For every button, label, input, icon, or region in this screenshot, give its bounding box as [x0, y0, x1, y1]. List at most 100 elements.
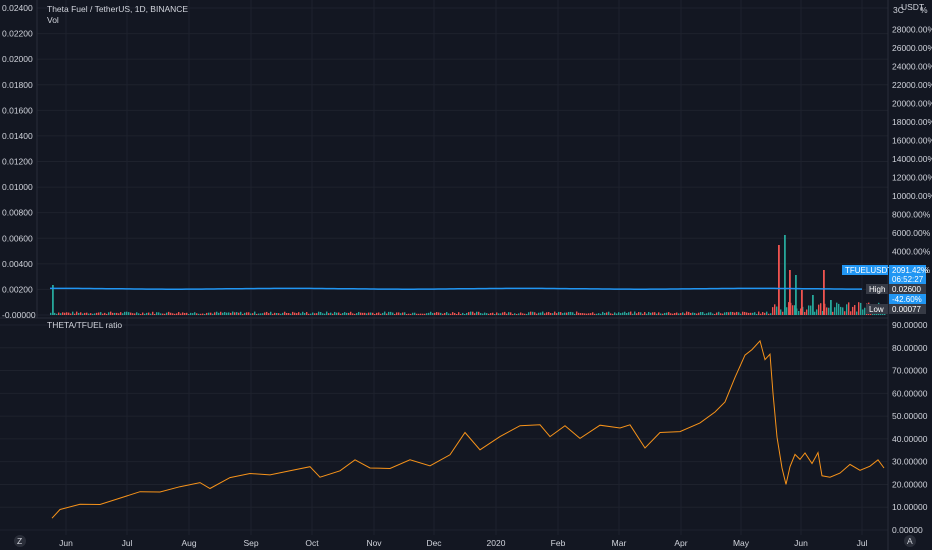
volume-bar	[658, 312, 660, 315]
x-tick-label: May	[733, 538, 750, 548]
volume-bar	[666, 312, 668, 315]
volume-bar	[670, 313, 672, 315]
volume-bar	[620, 313, 622, 315]
volume-bar	[192, 313, 194, 315]
volume-bar	[432, 313, 434, 315]
volume-bar	[310, 313, 312, 315]
volume-bar	[552, 313, 554, 315]
volume-bar	[342, 313, 344, 315]
ratio-line	[51, 339, 885, 519]
volume-bar	[320, 312, 322, 315]
low-label-bg	[866, 304, 888, 314]
volume-bar	[508, 312, 510, 315]
volume-bar	[676, 312, 678, 315]
volume-bar	[80, 312, 82, 315]
volume-bar	[142, 312, 144, 315]
volume-bar	[532, 311, 534, 315]
auto-scale-button[interactable]	[904, 535, 916, 547]
volume-bar	[152, 311, 154, 315]
x-tick-label: Jun	[794, 538, 808, 548]
volume-bar	[400, 313, 402, 315]
high-value-bg	[889, 284, 926, 294]
volume-bar	[514, 313, 516, 315]
volume-bar	[194, 312, 196, 315]
volume-bar	[408, 313, 410, 315]
volume-bar	[630, 311, 632, 315]
volume-bar	[612, 313, 614, 315]
left-tick-label: 0.02000	[2, 54, 33, 64]
ratio-tick-label: 40.00000	[892, 434, 928, 444]
volume-bar	[398, 312, 400, 315]
price-line	[50, 287, 862, 290]
volume-bar	[316, 313, 318, 315]
right-tick-label: 8000.00%	[892, 210, 931, 220]
ratio-axis-ticks: 90.00000 80.00000 70.00000 60.00000 50.00000…	[892, 320, 928, 535]
volume-bar	[864, 307, 866, 315]
volume-bar	[606, 312, 608, 315]
volume-bar	[852, 306, 854, 315]
volume-bar	[56, 313, 58, 315]
volume-bar	[780, 309, 782, 315]
x-tick-label: Apr	[674, 538, 687, 548]
x-tick-label: Aug	[181, 538, 196, 548]
volume-bar	[270, 311, 272, 315]
volume-bar	[86, 312, 88, 315]
x-tick-label: Mar	[612, 538, 627, 548]
volume-bar	[138, 313, 140, 315]
volume-bar	[84, 312, 86, 315]
volume-bar	[792, 305, 794, 315]
volume-bar	[712, 313, 714, 315]
volume-bar	[862, 309, 864, 315]
volume-bar	[246, 312, 248, 315]
left-tick-label: 0.01600	[2, 105, 33, 115]
volume-bar	[130, 312, 132, 315]
volume-bar	[414, 312, 416, 315]
volume-spike	[801, 290, 803, 315]
volume-bar	[526, 313, 528, 315]
volume-bar	[806, 309, 808, 315]
volume-bar	[114, 312, 116, 315]
x-tick-label: Nov	[366, 538, 382, 548]
volume-bar	[764, 312, 766, 315]
volume-bar	[136, 312, 138, 315]
volume-bar	[568, 311, 570, 315]
volume-bar	[774, 304, 776, 315]
volume-bar	[618, 312, 620, 315]
volume-bar	[578, 312, 580, 315]
volume-bar	[340, 313, 342, 315]
volume-bar	[184, 312, 186, 315]
volume-bar	[248, 312, 250, 315]
volume-bar	[230, 312, 232, 315]
volume-bar	[628, 312, 630, 315]
volume-bar	[702, 312, 704, 315]
left-tick-label: 0.00600	[2, 233, 33, 243]
volume-bar	[554, 311, 556, 315]
volume-bar	[858, 302, 860, 315]
volume-spike	[789, 270, 791, 315]
volume-bar	[438, 312, 440, 315]
timezone-button[interactable]	[14, 535, 26, 547]
high-value: 0.02600	[892, 285, 921, 294]
x-tick-label: Jul	[857, 538, 868, 548]
volume-bar	[168, 311, 170, 315]
right-tick-label: 28000.00%	[892, 25, 932, 35]
left-tick-label: 0.01200	[2, 157, 33, 167]
volume-bar	[204, 313, 206, 315]
volume-bar	[798, 310, 800, 315]
volume-bar	[430, 311, 432, 315]
volume-bar	[502, 312, 504, 315]
low-value-bg	[889, 304, 926, 314]
volume-bar	[476, 311, 478, 315]
volume-bar	[302, 311, 304, 315]
volume-bar	[624, 311, 626, 315]
volume-bar	[794, 305, 796, 315]
volume-bar	[292, 311, 294, 315]
volume-bar	[608, 311, 610, 315]
volume-bar	[352, 313, 354, 315]
volume-label: Vol	[47, 15, 59, 25]
volume-bar	[124, 311, 126, 315]
volume-bar	[452, 312, 454, 315]
right-tick-label: 22000.00%	[892, 80, 932, 90]
volume-bar	[692, 312, 694, 315]
